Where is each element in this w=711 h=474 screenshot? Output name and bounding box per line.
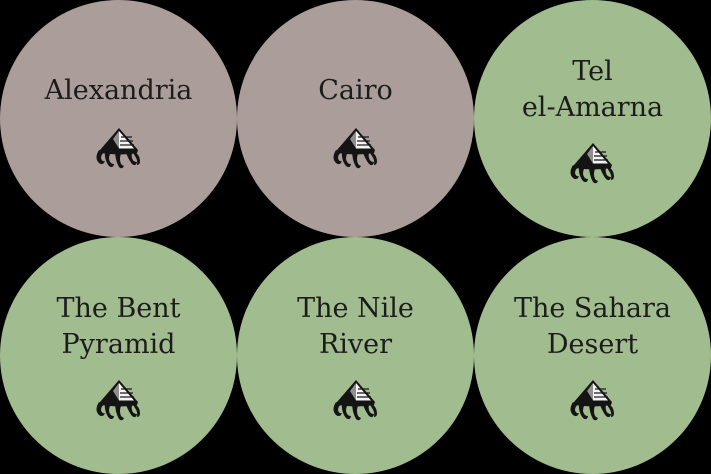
- token-label: The Nile River: [297, 292, 414, 360]
- token-label: The Bent Pyramid: [56, 292, 181, 360]
- pyramid-tentacle-icon: [96, 379, 140, 420]
- location-token-cairo[interactable]: Cairo: [237, 0, 474, 237]
- location-token-sahara-desert[interactable]: The Sahara Desert: [474, 237, 711, 474]
- location-token-nile-river[interactable]: The Nile River: [237, 237, 474, 474]
- pyramid-tentacle-icon: [570, 142, 614, 183]
- token-label: Alexandria: [44, 74, 193, 106]
- location-token-alexandria[interactable]: Alexandria: [0, 0, 237, 237]
- pyramid-tentacle-icon: [333, 379, 377, 420]
- pyramid-tentacle-icon: [570, 379, 614, 420]
- token-label: Tel el-Amarna: [521, 55, 664, 123]
- token-label: The Sahara Desert: [513, 292, 672, 360]
- pyramid-tentacle-icon: [96, 127, 140, 168]
- token-label: Cairo: [318, 74, 393, 106]
- pyramid-tentacle-icon: [333, 127, 377, 168]
- location-token-tel-el-amarna[interactable]: Tel el-Amarna: [474, 0, 711, 237]
- location-token-bent-pyramid[interactable]: The Bent Pyramid: [0, 237, 237, 474]
